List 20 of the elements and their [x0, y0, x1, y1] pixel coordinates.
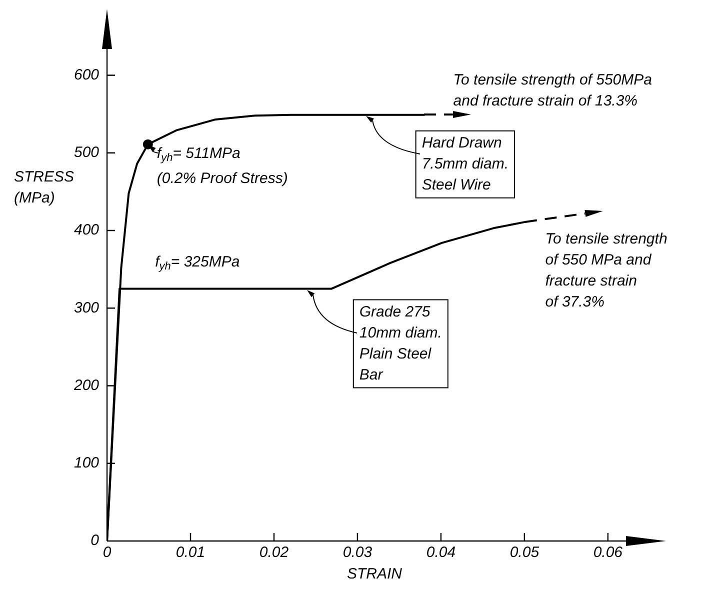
x-tick-label: 0.02 — [259, 544, 290, 562]
y-tick-label: 0 — [90, 532, 100, 550]
x-tick-label: 0.06 — [593, 544, 624, 562]
x-tick-label: 0.04 — [426, 544, 456, 562]
annotation: To tensile strength of 550MPa and fracture strain of 13.3% — [453, 71, 652, 110]
annotation: To tensile strength of 550 MPa and fracture strain of 37.3% — [545, 230, 668, 311]
x-tick-label: 0.01 — [176, 544, 206, 562]
y-tick-label: 400 — [74, 222, 100, 239]
x-tick-label: 0 — [102, 544, 112, 562]
x-tick-label: 0.03 — [342, 544, 373, 562]
x-axis-title: STRAIN — [347, 566, 402, 583]
x-tick-label: 0.05 — [510, 544, 540, 562]
y-tick-label: 600 — [74, 66, 100, 84]
annotation: Grade 275 10mm diam. Plain Steel Bar — [359, 303, 442, 384]
y-tick-label: 100 — [74, 454, 100, 472]
annotation: Hard Drawn 7.5mm diam. Steel Wire — [422, 134, 509, 194]
y-tick-label: 200 — [72, 376, 100, 394]
y-tick-label: 500 — [74, 144, 100, 162]
y-axis-title: STRESS (MPa) — [14, 168, 74, 207]
y-tick-label: 300 — [74, 299, 100, 316]
